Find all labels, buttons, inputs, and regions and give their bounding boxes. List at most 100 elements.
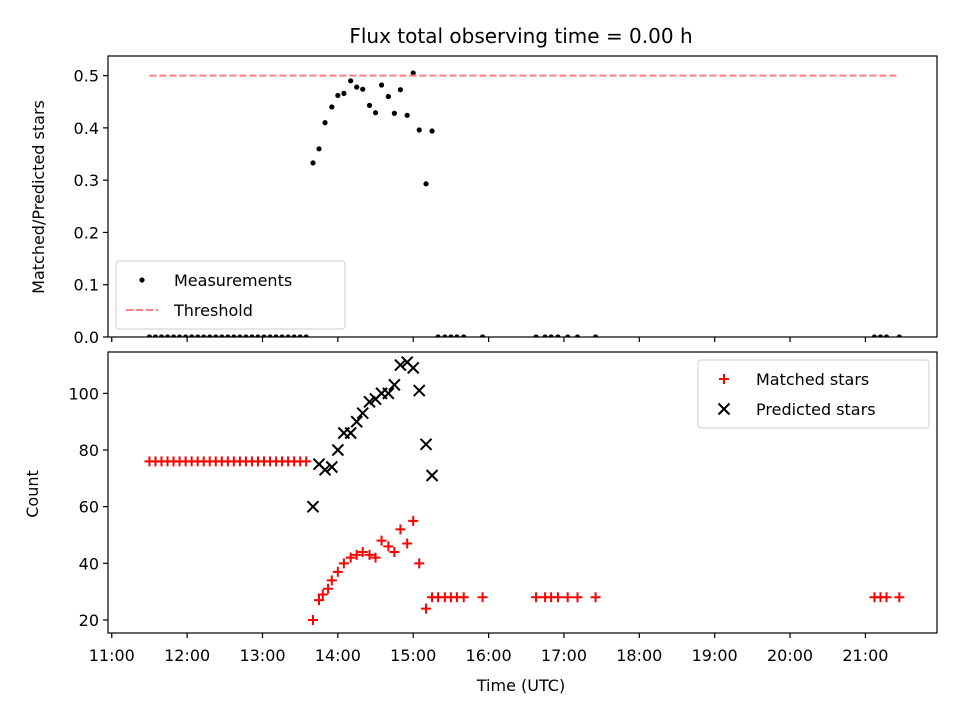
measurements-point xyxy=(404,112,410,118)
matched-stars-point xyxy=(323,583,334,594)
measurements-point xyxy=(183,334,189,337)
measurements-point xyxy=(152,334,159,337)
measurements-point xyxy=(303,334,309,337)
x-tick-label: 18:00 xyxy=(616,646,662,665)
x-tick-label: 13:00 xyxy=(239,646,285,665)
plot-area-1 xyxy=(144,355,905,625)
y-tick-label: 0.2 xyxy=(74,223,99,242)
matched-stars-point xyxy=(477,592,488,603)
measurements-point xyxy=(291,334,297,337)
measurements-point xyxy=(448,334,454,337)
measurements-point xyxy=(391,110,397,116)
matched-stars-point xyxy=(421,603,432,614)
measurements-point xyxy=(348,78,354,84)
y-tick-label: 100 xyxy=(68,384,99,403)
measurements-point xyxy=(285,334,291,337)
measurements-point xyxy=(871,334,878,337)
measurements-point xyxy=(435,334,441,337)
measurements-point xyxy=(316,146,322,152)
measurements-point xyxy=(565,334,571,337)
measurements-point xyxy=(255,334,261,337)
measurements-point xyxy=(201,334,207,337)
y-tick-label: 60 xyxy=(79,498,99,517)
bottom-panel: 20 40 60 80 100 11:00 12:00 13:00 14:00 15:00 16:0… xyxy=(68,351,938,665)
legend-box xyxy=(115,260,346,330)
measurements-point xyxy=(213,334,219,337)
measurements-point xyxy=(170,334,177,337)
measurements-point xyxy=(461,334,467,337)
measurements-point xyxy=(378,82,385,88)
measurements-point xyxy=(896,334,902,337)
predicted-stars-point xyxy=(306,500,320,513)
matched-stars-point xyxy=(345,552,356,563)
measurements-point xyxy=(225,334,231,337)
measurements-point xyxy=(883,334,890,337)
predicted-stars-point xyxy=(407,361,420,375)
y-tick-label: 0.5 xyxy=(74,67,99,86)
matched-stars-point xyxy=(357,546,368,557)
matched-stars-point xyxy=(562,592,573,603)
top-y-axis-label: Matched/Predicted stars xyxy=(29,100,48,294)
predicted-stars-point xyxy=(356,406,369,420)
measurements-point xyxy=(385,93,391,100)
measurements-point xyxy=(555,334,561,337)
legend-swatch xyxy=(719,374,729,384)
predicted-stars-point xyxy=(388,378,401,392)
measurements-point xyxy=(366,102,373,109)
matched-stars-point xyxy=(552,592,563,603)
measurements-point xyxy=(207,334,213,337)
measurements-point xyxy=(574,334,581,337)
measurements-point xyxy=(335,92,341,99)
predicted-stars-point xyxy=(331,443,345,457)
matched-stars-point xyxy=(395,524,406,535)
legend-1: Matched stars Predicted stars xyxy=(697,359,930,429)
y-tick-label: 80 xyxy=(79,441,99,460)
x-tick-label: 12:00 xyxy=(164,646,210,665)
legend-swatch xyxy=(139,277,145,283)
y-tick-label: 0.3 xyxy=(74,171,99,190)
measurements-point xyxy=(273,334,279,337)
measurements-point xyxy=(249,334,255,337)
measurements-point xyxy=(231,334,237,337)
y-tick-label: 0.1 xyxy=(74,276,99,295)
measurements-point xyxy=(243,334,249,337)
measurements-point xyxy=(341,90,347,96)
matched-stars-point xyxy=(314,595,325,606)
x-tick-label: 16:00 xyxy=(466,646,512,665)
measurements-point xyxy=(372,110,379,116)
predicted-stars-point xyxy=(350,415,363,428)
predicted-stars-point xyxy=(318,463,332,477)
x-tick-label: 20:00 xyxy=(767,646,813,665)
matched-stars-point xyxy=(376,535,387,546)
y-tick-label: 20 xyxy=(79,611,99,630)
legend-box xyxy=(697,359,930,429)
x-tick-label: 21:00 xyxy=(842,646,888,665)
measurements-point xyxy=(533,334,539,337)
matched-stars-point xyxy=(338,558,349,569)
y-tick-label: 0.4 xyxy=(74,119,99,138)
matched-stars-point xyxy=(414,558,425,569)
measurements-point xyxy=(146,334,153,337)
matched-stars-point xyxy=(458,592,469,603)
axes-frame-0 xyxy=(107,55,938,338)
measurements-point xyxy=(397,87,404,93)
predicted-stars-point xyxy=(419,438,433,451)
legend-label: Measurements xyxy=(174,271,292,290)
matched-stars-point xyxy=(351,549,362,560)
legend-swatch xyxy=(717,402,731,416)
measurements-point xyxy=(416,127,422,133)
chart-title: Flux total observing time = 0.00 h xyxy=(349,24,692,48)
measurements-point xyxy=(164,334,171,337)
axes-frame-1 xyxy=(107,351,938,634)
measurements-point xyxy=(189,334,195,337)
measurements-point xyxy=(442,334,448,337)
matched-stars-point xyxy=(364,549,375,560)
measurements-point xyxy=(158,334,165,337)
measurements-point xyxy=(267,334,273,337)
measurements-point xyxy=(195,334,201,337)
measurements-point xyxy=(176,334,183,337)
measurements-point xyxy=(261,334,267,337)
x-axis-label: Time (UTC) xyxy=(476,676,565,695)
measurements-point xyxy=(329,104,335,110)
